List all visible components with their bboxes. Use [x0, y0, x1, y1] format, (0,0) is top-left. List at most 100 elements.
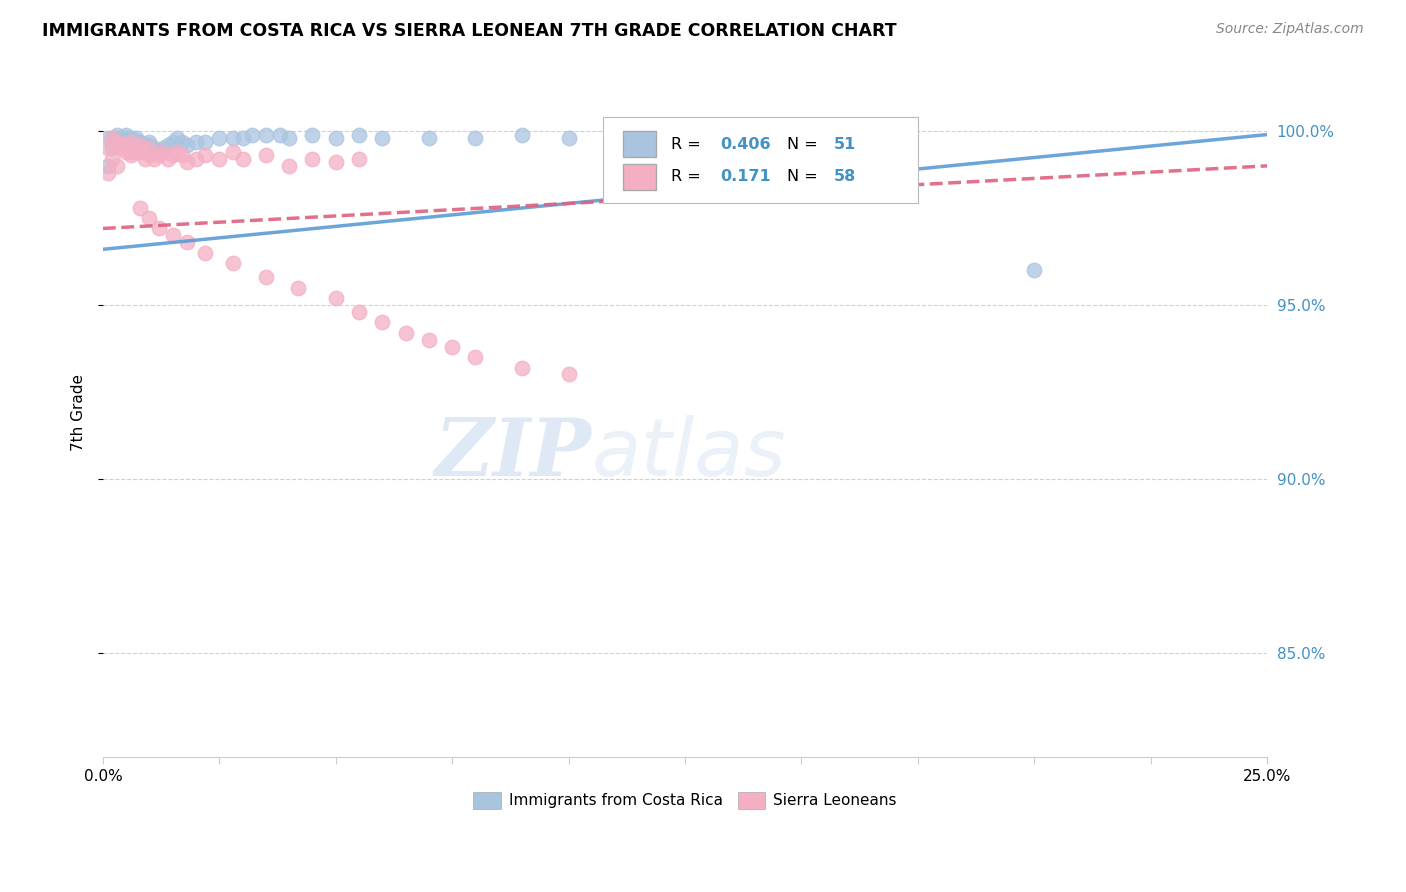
Point — [176, 155, 198, 169]
Point — [105, 135, 128, 149]
Point — [101, 131, 124, 145]
Legend: Immigrants from Costa Rica, Sierra Leoneans: Immigrants from Costa Rica, Sierra Leone… — [467, 786, 903, 814]
Point — [120, 148, 142, 162]
Text: 0.171: 0.171 — [720, 169, 770, 184]
Point — [97, 131, 120, 145]
Point — [120, 145, 142, 159]
Point — [232, 131, 254, 145]
Point — [143, 141, 166, 155]
Point — [148, 148, 170, 162]
Point — [176, 235, 198, 250]
Point — [184, 152, 207, 166]
Point — [129, 138, 152, 153]
Text: 58: 58 — [834, 169, 856, 184]
Point — [208, 152, 231, 166]
Point — [184, 135, 207, 149]
Point — [120, 131, 142, 145]
Point — [124, 145, 146, 159]
Point — [157, 138, 180, 153]
Point — [152, 141, 174, 155]
Point — [222, 145, 245, 159]
Point — [101, 141, 124, 155]
Point — [115, 128, 138, 142]
Point — [464, 131, 486, 145]
Point — [152, 145, 174, 159]
Point — [278, 159, 301, 173]
Point — [138, 135, 160, 149]
Text: R =: R = — [671, 136, 706, 152]
Point — [110, 131, 132, 145]
Point — [441, 340, 464, 354]
Point — [129, 145, 152, 159]
Point — [162, 148, 184, 162]
Point — [97, 166, 120, 180]
Point — [101, 131, 124, 145]
Point — [115, 138, 138, 153]
Point — [97, 141, 120, 155]
Point — [222, 256, 245, 270]
Text: Source: ZipAtlas.com: Source: ZipAtlas.com — [1216, 22, 1364, 37]
Point — [134, 138, 156, 153]
Point — [166, 131, 188, 145]
Point — [254, 128, 277, 142]
Point — [166, 145, 188, 159]
Text: atlas: atlas — [592, 415, 786, 493]
Point — [557, 131, 579, 145]
Text: 51: 51 — [834, 136, 856, 152]
Point — [194, 245, 217, 260]
Text: 0.406: 0.406 — [720, 136, 770, 152]
Point — [110, 138, 132, 153]
Point — [418, 333, 440, 347]
Point — [394, 326, 416, 340]
FancyBboxPatch shape — [603, 117, 918, 202]
Point — [1024, 263, 1046, 277]
Point — [105, 131, 128, 145]
Point — [105, 159, 128, 173]
FancyBboxPatch shape — [623, 131, 655, 157]
Point — [269, 128, 291, 142]
Point — [208, 131, 231, 145]
Point — [120, 135, 142, 149]
Point — [97, 159, 120, 173]
Point — [170, 148, 193, 162]
Point — [418, 131, 440, 145]
Point — [162, 135, 184, 149]
Point — [176, 138, 198, 153]
Point — [138, 141, 160, 155]
Point — [101, 152, 124, 166]
Point — [110, 141, 132, 155]
Text: N =: N = — [787, 169, 824, 184]
Point — [138, 138, 160, 153]
Text: IMMIGRANTS FROM COSTA RICA VS SIERRA LEONEAN 7TH GRADE CORRELATION CHART: IMMIGRANTS FROM COSTA RICA VS SIERRA LEO… — [42, 22, 897, 40]
Point — [120, 138, 142, 153]
Point — [134, 145, 156, 159]
Point — [287, 280, 309, 294]
Point — [124, 141, 146, 155]
Point — [138, 211, 160, 225]
FancyBboxPatch shape — [623, 163, 655, 190]
Point — [148, 145, 170, 159]
Point — [129, 138, 152, 153]
Point — [347, 128, 370, 142]
Text: ZIP: ZIP — [434, 416, 592, 492]
Point — [134, 152, 156, 166]
Point — [115, 131, 138, 145]
Point — [138, 148, 160, 162]
Point — [120, 135, 142, 149]
Point — [134, 141, 156, 155]
Point — [325, 155, 347, 169]
Point — [464, 350, 486, 364]
Point — [371, 315, 394, 329]
Point — [240, 128, 263, 142]
Point — [651, 128, 673, 142]
Point — [325, 131, 347, 145]
Point — [557, 368, 579, 382]
Point — [301, 128, 323, 142]
Point — [105, 135, 128, 149]
Point — [301, 152, 323, 166]
Point — [148, 221, 170, 235]
Point — [510, 128, 533, 142]
Text: N =: N = — [787, 136, 824, 152]
Point — [347, 305, 370, 319]
Point — [124, 135, 146, 149]
